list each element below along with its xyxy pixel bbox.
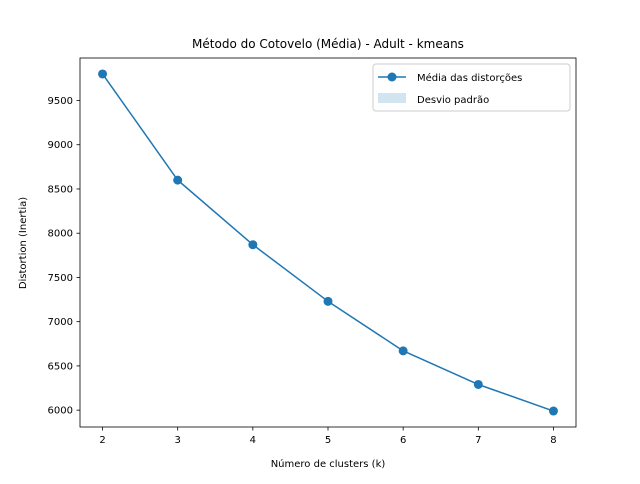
legend-label-mean: Média das distorções	[417, 72, 522, 84]
axes-frame	[79, 57, 577, 428]
legend-label-std: Desvio padrão	[417, 95, 489, 106]
x-axis-label: Número de clusters (k)	[271, 458, 386, 470]
x-tick-label: 8	[550, 435, 556, 446]
y-tick-label: 7500	[48, 273, 73, 284]
x-tick-label: 6	[400, 435, 406, 446]
x-tick-label: 7	[475, 435, 481, 446]
legend-marker-swatch	[387, 72, 397, 82]
x-tick-label: 5	[325, 435, 331, 446]
plot-area: 2 3 4 5 6 7 8 6000 6500 7000 7500 8000 8500 9000 9500	[48, 57, 577, 446]
y-tick-label: 7000	[48, 317, 73, 328]
data-point	[248, 240, 258, 250]
data-point	[98, 69, 108, 79]
legend-band-swatch	[378, 93, 406, 103]
data-point	[398, 346, 408, 356]
legend-frame	[372, 63, 571, 112]
data-point	[548, 406, 558, 416]
x-tick-label: 2	[99, 435, 105, 446]
data-point	[323, 296, 333, 306]
x-tick-label: 3	[175, 435, 181, 446]
y-tick-label: 8500	[48, 184, 73, 195]
y-tick-label: 9000	[48, 140, 73, 151]
data-point	[173, 175, 183, 185]
y-tick-label: 6000	[48, 406, 73, 417]
y-axis-label: Distortion (Inertia)	[18, 197, 29, 289]
y-tick-label: 6500	[48, 361, 73, 372]
x-tick-label: 4	[250, 435, 256, 446]
chart-title: Método do Cotovelo (Média) - Adult - kme…	[192, 37, 464, 51]
y-tick-label: 9500	[48, 96, 73, 107]
y-tick-label: 8000	[48, 229, 73, 240]
chart-legend: Média das distorções Desvio padrão	[372, 63, 571, 112]
data-point	[473, 379, 483, 389]
